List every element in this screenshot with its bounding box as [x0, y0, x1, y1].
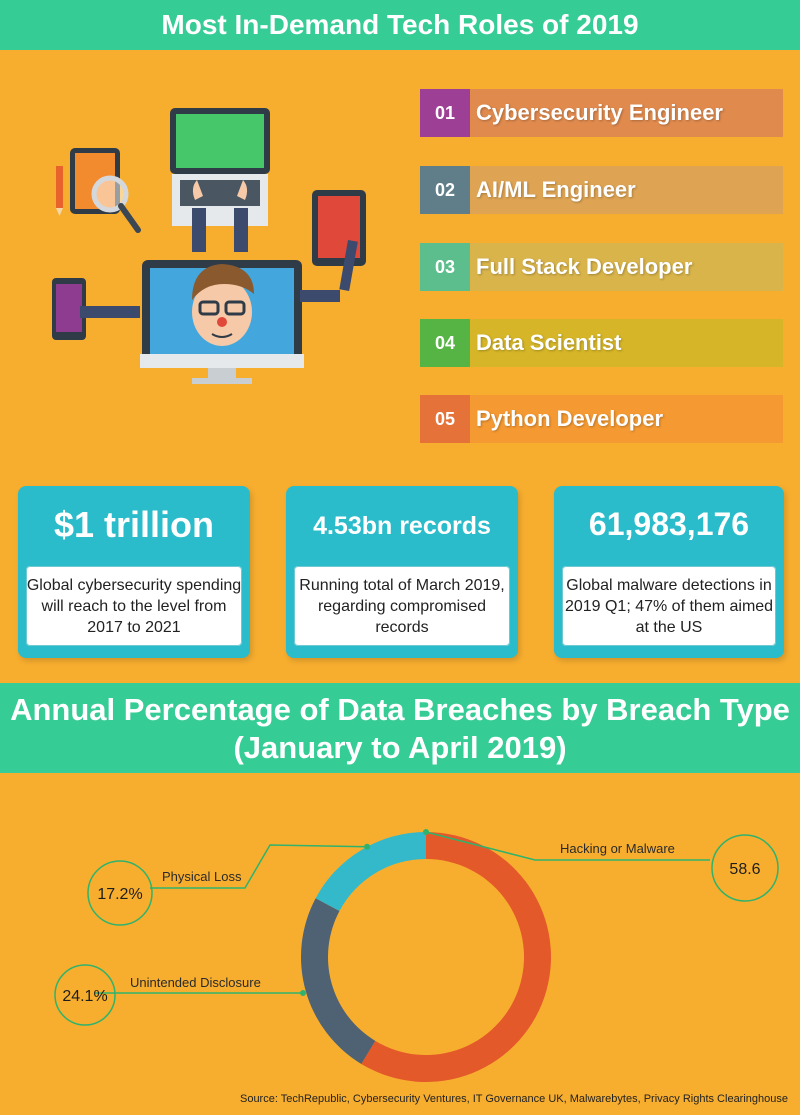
role-item-1: 01 Cybersecurity Engineer: [420, 89, 783, 137]
role-label: Data Scientist: [470, 319, 783, 367]
role-label: AI/ML Engineer: [470, 166, 783, 214]
stat-value: 61,983,176: [588, 506, 750, 542]
role-number: 03: [420, 243, 470, 291]
role-item-5: 05 Python Developer: [420, 395, 783, 443]
stat-card-records: 4.53bn records Running total of March 20…: [286, 486, 518, 658]
page-title: Most In-Demand Tech Roles of 2019: [0, 0, 800, 50]
slice-value: 17.2%: [97, 886, 142, 903]
role-item-4: 04 Data Scientist: [420, 319, 783, 367]
slice-label: Hacking or Malware: [560, 841, 675, 856]
stat-description: Global malware detections in 2019 Q1; 47…: [562, 566, 776, 646]
chart-title-line-1: Annual Percentage of Data Breaches by Br…: [10, 692, 790, 727]
callout-circle: [54, 964, 116, 1026]
callout-line: [425, 831, 710, 861]
tech-workers-illustration: [52, 108, 366, 384]
source-note: Source: TechRepublic, Cybersecurity Vent…: [239, 1093, 788, 1105]
callout-line: [150, 844, 368, 889]
chart-title: Annual Percentage of Data Breaches by Br…: [0, 683, 800, 773]
stat-card-spending: $1 trillion Global cybersecurity spendin…: [18, 486, 250, 658]
stat-card-malware: 61,983,176 Global malware detections in …: [554, 486, 784, 658]
donut-slice-physical-loss: [315, 832, 426, 911]
slice-label: Physical Loss: [162, 869, 242, 884]
callout-dot: [364, 843, 371, 850]
callout-circle: [711, 834, 779, 902]
role-label: Full Stack Developer: [470, 243, 783, 291]
chart-title-line-2: (January to April 2019): [233, 730, 567, 765]
role-number: 01: [420, 89, 470, 137]
role-label: Cybersecurity Engineer: [470, 89, 783, 137]
person-avatar: [192, 264, 254, 346]
callout-dot: [423, 829, 429, 835]
slice-value: 58.6: [729, 861, 760, 878]
phone-icon: [52, 278, 140, 340]
tablet-right-icon: [312, 190, 366, 291]
role-item-2: 02 AI/ML Engineer: [420, 166, 783, 214]
magnifier-icon: [91, 175, 141, 233]
slice-label: Unintended Disclosure: [130, 975, 261, 990]
stat-value: 4.53bn records: [313, 512, 491, 540]
role-number: 05: [420, 395, 470, 443]
donut-slice-unintended-disclosure: [300, 898, 376, 1064]
stat-value: $1 trillion: [53, 504, 215, 545]
breach-type-donut-chart: Hacking or Malware 58.6 Unintended Disclos…: [54, 829, 779, 1082]
stat-description: Global cybersecurity spending will reach…: [26, 566, 242, 646]
pencil-icon: [56, 166, 63, 216]
slice-value: 24.1%: [62, 988, 107, 1005]
callout-dot: [300, 990, 306, 996]
role-number: 02: [420, 166, 470, 214]
role-number: 04: [420, 319, 470, 367]
donut-slice-hacking-or-malware: [361, 832, 551, 1082]
role-label: Python Developer: [470, 395, 783, 443]
stat-description: Running total of March 2019, regarding c…: [294, 566, 510, 646]
hands-on-laptop: [192, 180, 248, 252]
role-item-3: 03 Full Stack Developer: [420, 243, 783, 291]
callout-circle: [87, 860, 153, 926]
laptop-icon: [170, 108, 270, 226]
